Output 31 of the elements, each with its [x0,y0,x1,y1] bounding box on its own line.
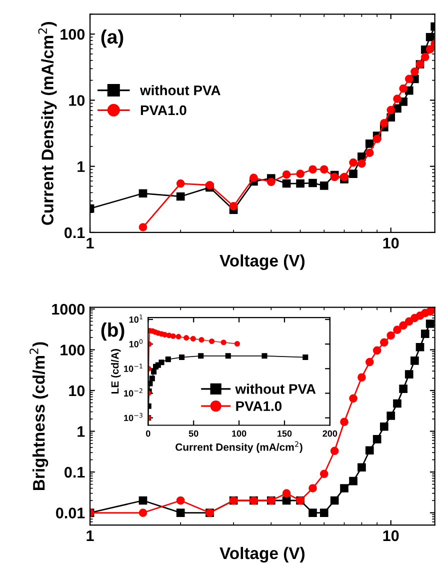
y-tick-label: 100 [60,28,85,40]
y-tick-label: 100 [60,344,85,356]
legend-label: PVA1.0 [236,401,282,412]
x-axis-title: Voltage (V) [220,546,304,563]
y-tick-label: 0.1 [64,227,85,238]
y-tick-label: 10 [69,385,85,396]
y-tick-label: 1 [78,161,85,172]
x-tick-label: 50 [188,430,198,437]
annotation: (a) [101,29,124,48]
y-axis-title: Brightness (cd/m$^{2}$) [30,342,48,490]
y-tick-label: 0.01 [56,508,85,518]
y-tick-label: 10$^{−2}$ [124,388,142,397]
x-tick-label: 100 [232,430,246,437]
x-axis-title: Current Density (mA/cm$^{2}$) [176,441,302,453]
y-tick-label: 10 [69,95,85,106]
y-axis-title: Current Density (mA/cm$^{2}$) [38,22,57,225]
legend-label: without PVA [140,85,220,96]
x-tick-label: 150 [278,430,292,437]
x-tick-label: 200 [322,430,338,437]
x-axis-title: Voltage (V) [220,254,304,270]
y-tick-label: 10$^{−1}$ [124,364,142,372]
x-tick-label: 0 [146,430,150,437]
y-tick-label: 1000 [52,304,85,315]
legend-label: without PVA [235,384,316,394]
y-tick-label: 10$^{1}$ [129,314,142,323]
annotation: (b) [101,322,124,341]
legend-label: PVA1.0 [140,105,186,116]
y-tick-label: 0.1 [64,466,85,478]
y-tick-label: 10$^{0}$ [129,339,143,348]
y-axis-title: LE (cd/A) [111,349,121,394]
y-tick-label: 10$^{−3}$ [124,412,142,422]
